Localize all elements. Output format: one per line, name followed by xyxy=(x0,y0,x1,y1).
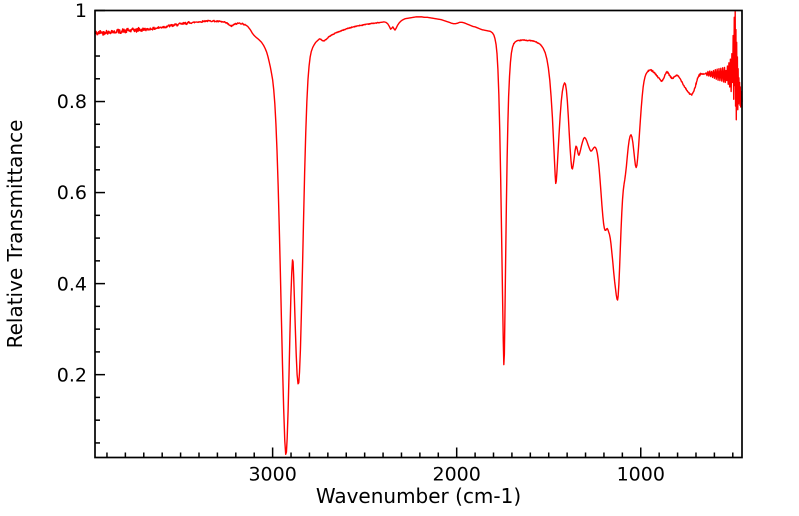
y-tick-label: 1 xyxy=(75,0,87,22)
x-tick-label: 3000 xyxy=(248,464,296,486)
plot-border xyxy=(94,9,743,459)
y-tick-label: 0.6 xyxy=(57,182,87,204)
y-tick-label: 0.4 xyxy=(57,273,87,295)
axis-tick-labels: 3000 2000 1000 1 0.8 0.6 0.4 0.2 xyxy=(57,0,665,485)
spectrum-line xyxy=(94,10,743,456)
y-tick-label: 0.8 xyxy=(57,91,87,113)
x-axis-label: Wavenumber (cm-1) xyxy=(316,484,521,508)
axis-ticks xyxy=(95,9,734,458)
y-axis-label: Relative Transmittance xyxy=(3,120,27,349)
y-tick-label: 0.2 xyxy=(57,364,87,386)
x-tick-label: 1000 xyxy=(617,464,665,486)
x-tick-label: 2000 xyxy=(433,464,481,486)
